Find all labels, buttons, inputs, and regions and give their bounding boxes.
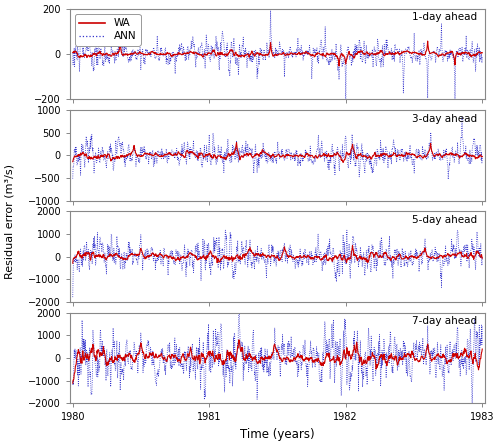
- Text: 3-day ahead: 3-day ahead: [412, 114, 476, 124]
- Text: Residual error (m³/s): Residual error (m³/s): [5, 164, 15, 279]
- Legend: WA, ANN: WA, ANN: [75, 14, 140, 46]
- Text: 7-day ahead: 7-day ahead: [412, 316, 476, 326]
- Text: 5-day ahead: 5-day ahead: [412, 215, 476, 225]
- Text: 1-day ahead: 1-day ahead: [412, 12, 476, 23]
- X-axis label: Time (years): Time (years): [240, 427, 315, 441]
